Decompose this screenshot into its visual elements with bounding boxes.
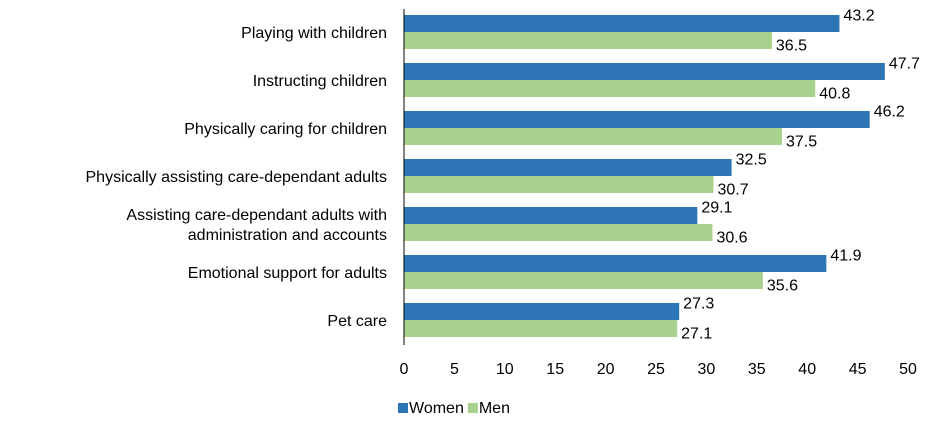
bar-men-6 xyxy=(404,320,678,337)
data-label-men-5: 35.6 xyxy=(767,278,798,295)
category-label-0: Playing with children xyxy=(241,25,387,42)
bars-group xyxy=(404,15,885,337)
x-tick-label-35: 35 xyxy=(748,361,766,378)
bar-men-4 xyxy=(404,224,713,241)
legend-swatch-men xyxy=(467,403,478,413)
category-label-line: Emotional support for adults xyxy=(188,265,387,282)
bar-men-0 xyxy=(404,32,772,49)
data-label-men-0: 36.5 xyxy=(776,38,807,55)
x-tick-label-45: 45 xyxy=(849,361,867,378)
bar-women-3 xyxy=(404,159,732,176)
bar-men-3 xyxy=(404,176,714,193)
category-label-line: Assisting care-dependant adults with xyxy=(126,207,387,224)
legend-label-women: Women xyxy=(409,400,464,417)
legend-label-men: Men xyxy=(479,400,510,417)
category-label-4: Assisting care-dependant adults with admi… xyxy=(126,207,387,244)
data-label-men-4: 30.6 xyxy=(716,230,747,247)
category-label-line: Physically assisting care-dependant adul… xyxy=(86,169,388,186)
bar-women-0 xyxy=(404,15,840,32)
legend-swatch-women xyxy=(398,403,408,413)
x-tick-label-50: 50 xyxy=(899,361,917,378)
x-tick-labels-group: 0 5 10 15 20 25 30 35 40 45 50 xyxy=(400,361,917,378)
category-label-line: Instructing children xyxy=(253,73,387,90)
x-tick-label-10: 10 xyxy=(496,361,514,378)
x-tick-label-0: 0 xyxy=(400,361,409,378)
category-label-6: Pet care xyxy=(327,313,387,330)
category-label-1: Instructing children xyxy=(253,73,387,90)
data-label-men-3: 30.7 xyxy=(717,182,748,199)
x-tick-label-5: 5 xyxy=(450,361,459,378)
bar-women-5 xyxy=(404,255,827,272)
category-label-line: Physically caring for children xyxy=(184,121,387,138)
data-label-women-0: 43.2 xyxy=(843,8,874,25)
category-label-line: Pet care xyxy=(327,313,387,330)
x-tick-label-30: 30 xyxy=(698,361,716,378)
data-labels-group: 43.2 36.5 47.7 40.8 46.2 37.5 32.5 30.729.1 30.6… xyxy=(681,8,920,343)
data-label-men-1: 40.8 xyxy=(819,86,850,103)
bar-men-1 xyxy=(404,80,816,97)
bar-men-5 xyxy=(404,272,763,289)
data-label-women-2: 46.2 xyxy=(874,104,905,121)
category-labels-group: Playing with children Instructing childre… xyxy=(86,25,388,330)
bar-women-2 xyxy=(404,111,870,128)
x-tick-label-25: 25 xyxy=(647,361,665,378)
bar-women-1 xyxy=(404,63,885,80)
category-label-line: Playing with children xyxy=(241,25,387,42)
bar-women-6 xyxy=(404,303,680,320)
bar-women-4 xyxy=(404,207,698,224)
data-label-women-6: 27.3 xyxy=(683,296,714,313)
x-tick-label-15: 15 xyxy=(546,361,564,378)
category-label-3: Physically assisting care-dependant adul… xyxy=(86,169,388,186)
category-label-2: Physically caring for children xyxy=(184,121,387,138)
category-label-5: Emotional support for adults xyxy=(188,265,387,282)
data-label-women-5: 41.9 xyxy=(830,248,861,265)
data-label-women-1: 47.7 xyxy=(889,56,920,73)
category-label-line: administration and accounts xyxy=(188,227,387,244)
legend: Women Men xyxy=(398,400,510,417)
data-label-men-2: 37.5 xyxy=(786,134,817,151)
bar-men-2 xyxy=(404,128,782,145)
x-tick-label-40: 40 xyxy=(798,361,816,378)
data-label-women-4: 29.1 xyxy=(701,200,732,217)
data-label-women-3: 32.5 xyxy=(736,152,767,169)
x-tick-label-20: 20 xyxy=(597,361,615,378)
data-label-men-6: 27.1 xyxy=(681,326,712,343)
